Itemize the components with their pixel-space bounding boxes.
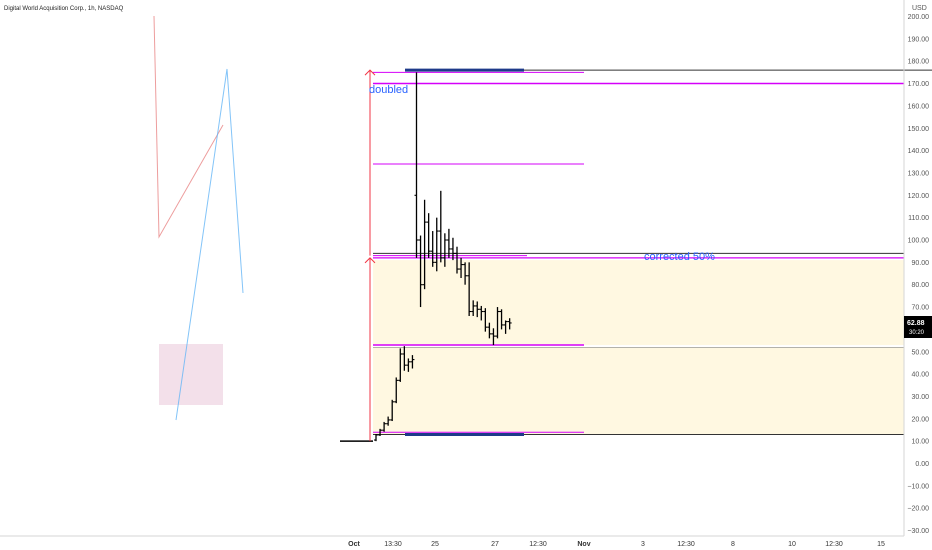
ohlc-bar	[442, 233, 447, 267]
ohlc-bar	[386, 416, 391, 426]
ohlc-bar	[463, 262, 468, 285]
y-tick-label: −30.00	[907, 528, 929, 535]
x-tick-label: 12:30	[529, 541, 547, 548]
y-tick-label: 90.00	[911, 260, 929, 267]
y-tick-label: 70.00	[911, 305, 929, 312]
measure-arrow-lower-head[interactable]	[364, 257, 376, 264]
last-price-tag-background	[904, 316, 932, 338]
y-tick-label: 0.00	[915, 461, 929, 468]
ohlc-bar	[455, 246, 459, 274]
ohlc-bar	[503, 320, 508, 334]
ohlc-bar	[499, 309, 504, 330]
y-tick-label: 190.00	[908, 36, 930, 43]
chart-title: Digital World Acquisition Corp., 1h, NAS…	[4, 6, 124, 12]
lower-zone-fill	[373, 347, 904, 435]
y-tick-label: 120.00	[908, 193, 930, 200]
x-axis[interactable]: Oct 13:30 25 27 12:30 Nov 3 12:30 8 10 12:30 15	[0, 535, 904, 548]
annotation-corrected-50[interactable]: corrected 50%	[644, 251, 715, 263]
ohlc-bar	[495, 307, 500, 339]
ohlc-bar	[418, 235, 423, 308]
upper-zone-fill	[373, 260, 904, 346]
y-tick-label: 30.00	[911, 394, 929, 401]
y-tick-label: 110.00	[908, 215, 929, 222]
ohlc-bar	[426, 213, 431, 258]
y-tick-label: 100.00	[908, 238, 930, 245]
x-tick-label: 15	[877, 541, 885, 548]
ohlc-bar	[483, 308, 488, 332]
ohlc-bar	[422, 199, 427, 290]
ohlc-bar	[394, 377, 399, 404]
ohlc-bar	[475, 301, 480, 318]
x-tick-label: 3	[641, 541, 645, 548]
ohlc-bar	[390, 399, 395, 422]
last-price-tag: 62.88 30:20	[904, 316, 932, 338]
ohlc-bar	[438, 190, 443, 263]
ohlc-bar	[382, 421, 387, 432]
ohlc-bar	[374, 433, 378, 442]
currency-label: USD	[912, 5, 927, 12]
y-tick-label: 20.00	[911, 416, 929, 423]
x-tick-label: 12:30	[825, 541, 843, 548]
ohlc-bar	[402, 346, 407, 371]
x-tick-label: 12:30	[677, 541, 695, 548]
ohlc-bar	[479, 305, 484, 321]
y-tick-label: 160.00	[908, 103, 930, 110]
blue-trend-drawing[interactable]	[175, 68, 244, 421]
x-tick-label: 27	[491, 541, 499, 548]
y-tick-label: 80.00	[911, 282, 929, 289]
x-tick-label: Nov	[577, 541, 590, 548]
y-tick-label: 150.00	[908, 126, 930, 133]
ohlc-bar	[430, 231, 435, 267]
measure-arrow-upper-head[interactable]	[364, 69, 376, 76]
ohlc-bar	[410, 355, 415, 369]
ohlc-bar	[446, 228, 451, 258]
y-tick-label: 10.00	[911, 439, 929, 446]
x-tick-label: 25	[431, 541, 439, 548]
ohlc-bar	[491, 328, 496, 346]
y-tick-label: 40.00	[911, 372, 929, 379]
y-tick-label: 170.00	[908, 81, 930, 88]
ohlc-bar	[406, 358, 411, 372]
ohlc-bar	[459, 257, 464, 278]
ohlc-bar	[487, 322, 492, 339]
ohlc-bar	[467, 262, 472, 316]
red-trend-drawing[interactable]	[153, 15, 224, 239]
ohlc-bar	[414, 72, 419, 258]
ohlc-bar	[471, 300, 476, 316]
ohlc-bar	[450, 237, 455, 261]
ohlc-bar	[434, 217, 439, 272]
y-tick-label: 140.00	[908, 148, 930, 155]
x-tick-label: Oct	[348, 541, 360, 548]
y-tick-label: 180.00	[908, 59, 930, 66]
pink-rectangle-drawing[interactable]	[159, 344, 223, 405]
y-tick-label: 130.00	[908, 170, 930, 177]
y-tick-label: 50.00	[911, 349, 929, 356]
ohlc-bar	[507, 318, 512, 330]
y-tick-label: 200.00	[908, 14, 930, 21]
x-tick-label: 13:30	[384, 541, 402, 548]
last-price-value: 62.88	[907, 320, 925, 327]
ohlc-bar	[378, 428, 383, 437]
y-tick-label: −20.00	[907, 506, 929, 513]
annotation-doubled[interactable]: doubled	[369, 84, 408, 96]
bar-countdown: 30:20	[909, 330, 925, 336]
price-bars	[374, 72, 512, 442]
x-tick-label: 10	[788, 541, 796, 548]
y-tick-label: −10.00	[907, 483, 929, 490]
x-tick-label: 8	[731, 541, 735, 548]
ohlc-bar	[398, 348, 403, 382]
